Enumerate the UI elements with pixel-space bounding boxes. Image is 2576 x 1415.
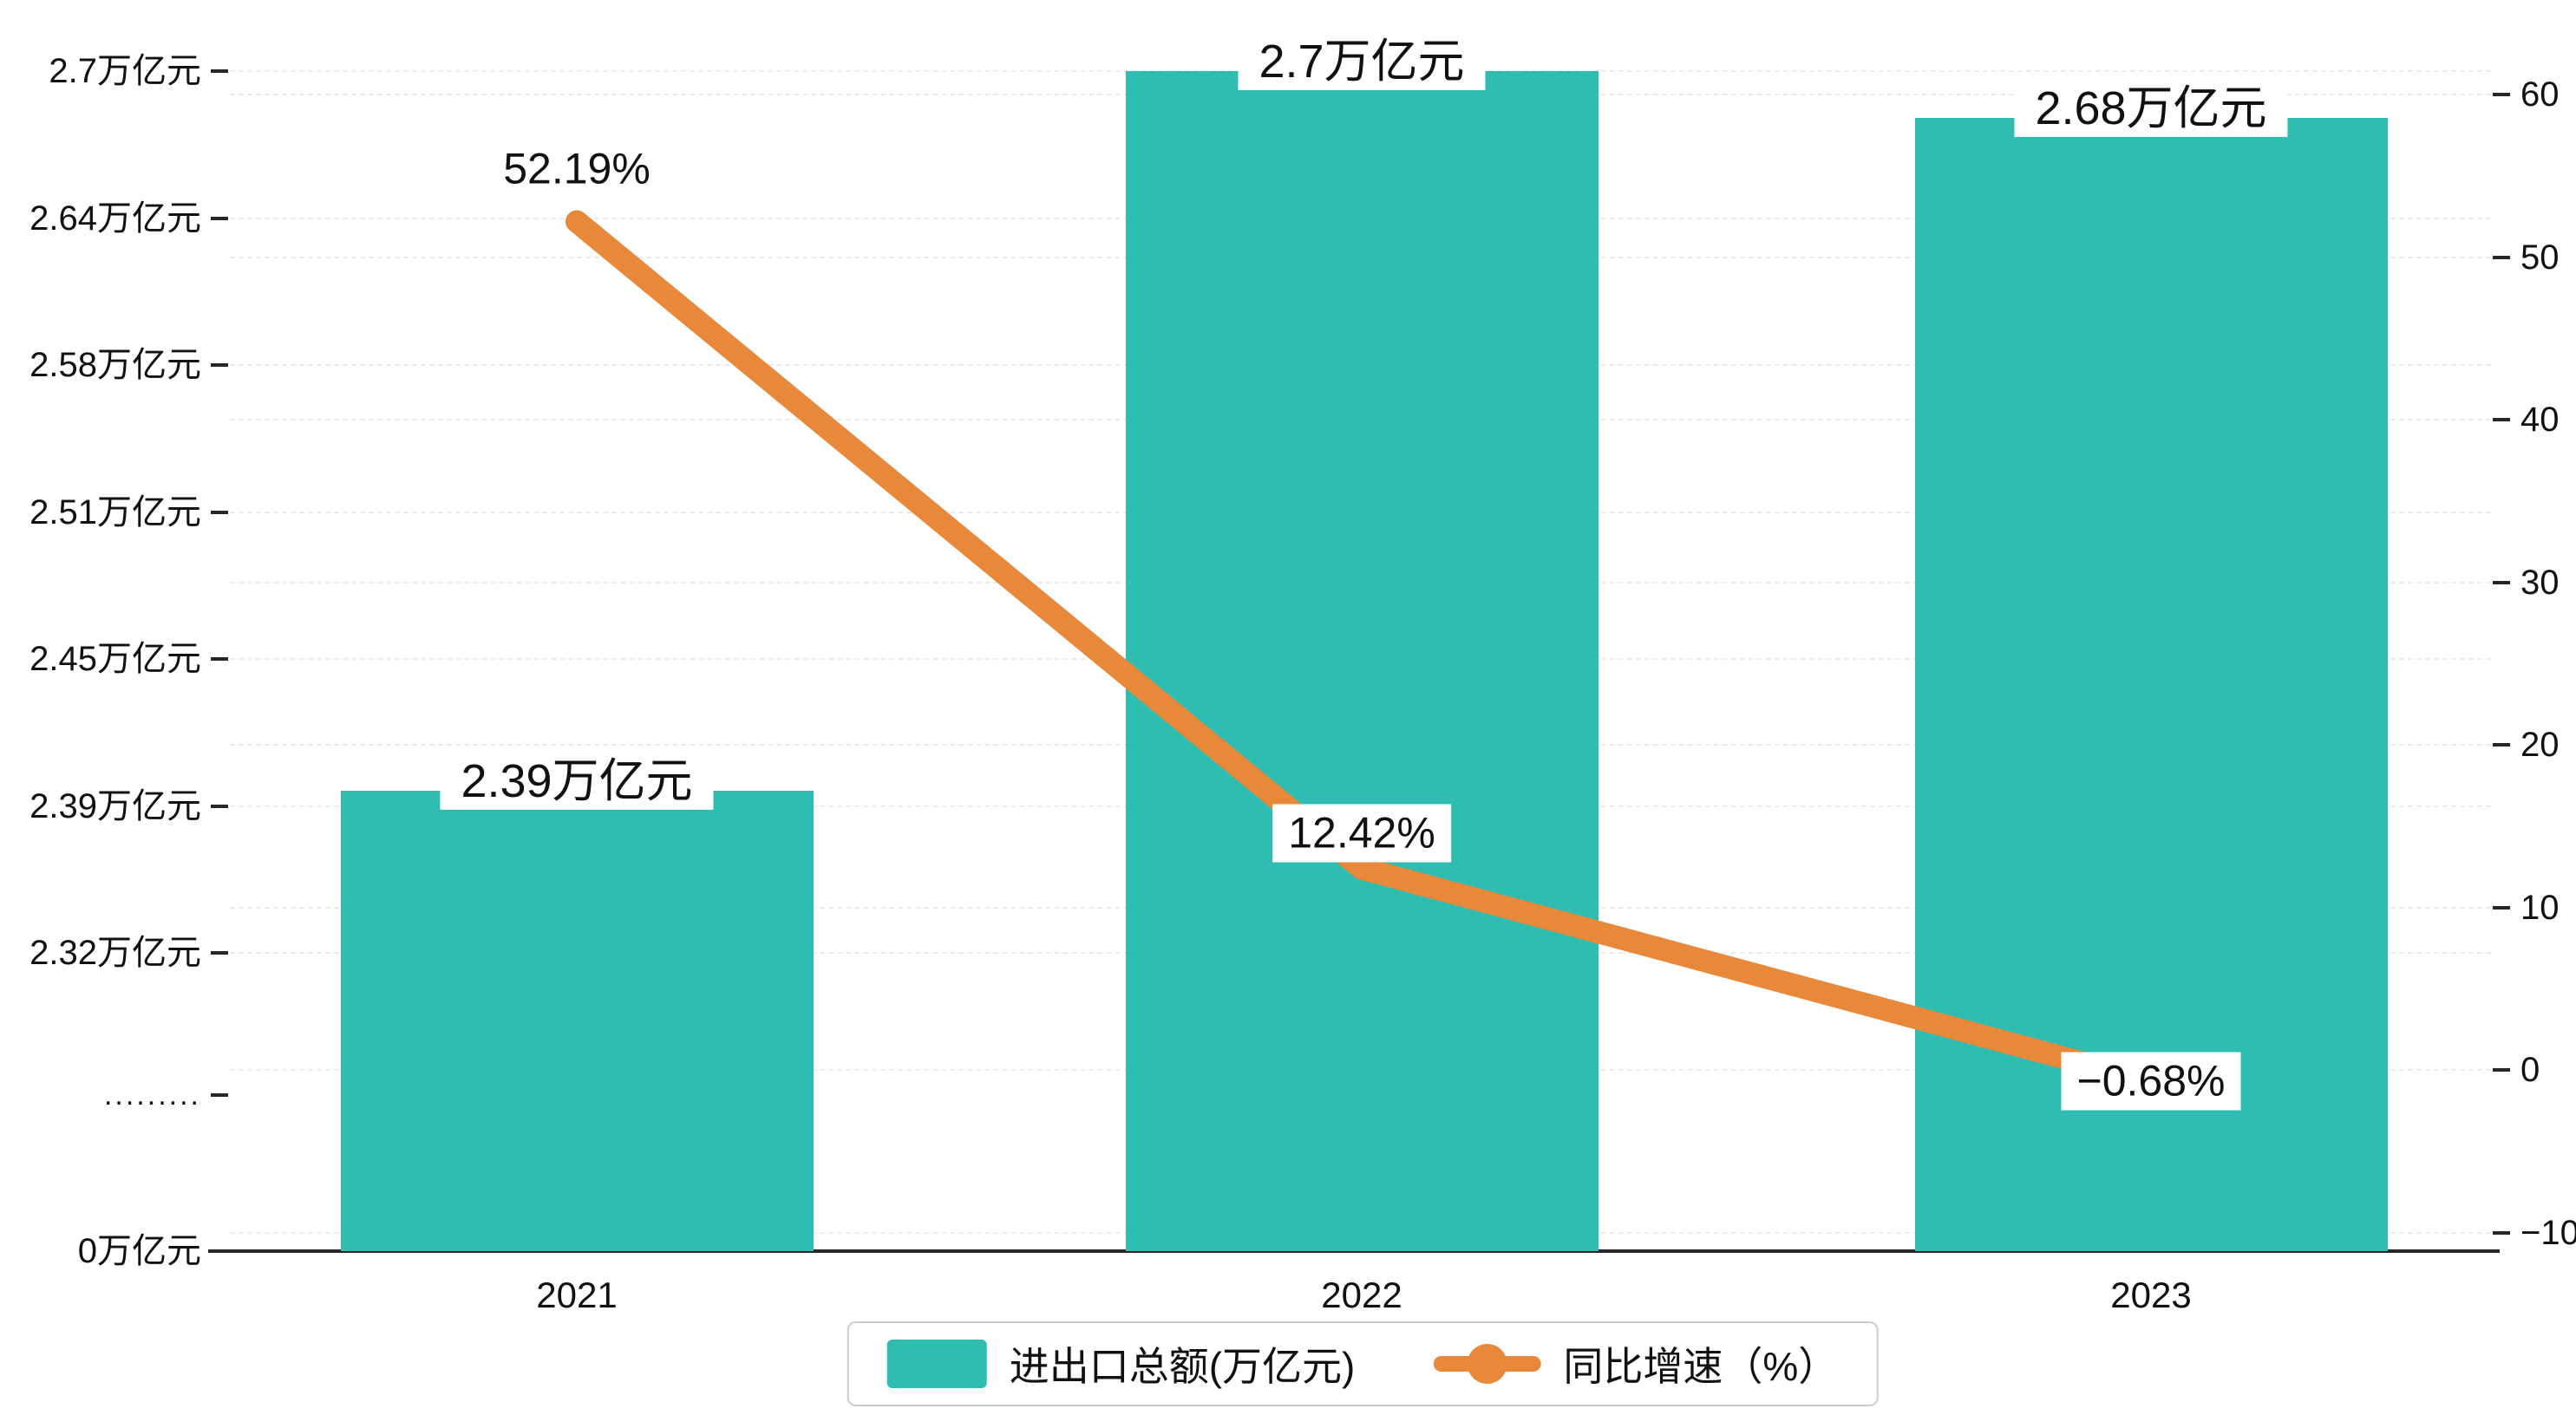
x-axis-label: 2022 [1321, 1275, 1402, 1315]
bar-2022 [1125, 71, 1599, 1251]
line-value-label: 52.19% [487, 140, 666, 199]
y-axis-tick-label: 2.58万亿元 [29, 346, 201, 384]
y-axis-tick [211, 1093, 228, 1097]
y-axis-tick [211, 951, 228, 955]
y-axis-tick [211, 69, 228, 73]
secondary-y-axis-tick-label: 30 [2520, 563, 2560, 602]
y-axis-tick [211, 804, 228, 808]
legend-label-total-trade: 进出口总额(万亿元) [1009, 1344, 1356, 1389]
x-axis-label: 2023 [2110, 1275, 2192, 1315]
secondary-y-axis-tick [2493, 418, 2510, 422]
secondary-y-axis-tick [2493, 905, 2510, 910]
secondary-y-axis-tick-label: 50 [2520, 238, 2560, 277]
y-axis-tick-label: 2.64万亿元 [29, 199, 201, 238]
y-axis-tick-label: 2.51万亿元 [29, 492, 201, 531]
bar-2021 [340, 790, 814, 1251]
y-axis-tick-label: 2.39万亿元 [29, 786, 201, 825]
secondary-y-axis-tick [2493, 93, 2510, 96]
secondary-y-axis-tick-label: 20 [2520, 726, 2560, 765]
secondary-y-axis-tick-label: 40 [2520, 401, 2560, 440]
line-value-label: 12.42% [1272, 804, 1451, 863]
secondary-y-axis-tick [2493, 580, 2510, 584]
bar-value-label: 2.7万亿元 [1238, 32, 1486, 90]
bar-value-label: 2.39万亿元 [440, 752, 714, 810]
legend-line-marker [1433, 1344, 1541, 1384]
y-axis-tick [211, 510, 228, 514]
secondary-y-axis-tick-label: −10 [2520, 1214, 2576, 1252]
y-axis-tick-label: 2.45万亿元 [29, 640, 201, 678]
y-axis-tick-label: 2.7万亿元 [49, 52, 201, 90]
secondary-y-axis-tick-label: 10 [2520, 888, 2560, 927]
x-axis-line [208, 1249, 2500, 1253]
legend-line-dot-icon [1467, 1344, 1507, 1384]
secondary-y-axis-tick [2493, 1068, 2510, 1073]
legend-bar-swatch [886, 1340, 987, 1388]
y-axis-tick [211, 216, 228, 220]
x-axis-label: 2021 [536, 1275, 618, 1315]
secondary-y-axis-tick [2493, 1231, 2510, 1235]
legend-label-growth-rate: 同比增速（%） [1563, 1344, 1839, 1389]
secondary-y-axis-tick [2493, 743, 2510, 747]
secondary-y-axis-tick-label: 60 [2520, 75, 2560, 114]
y-axis-tick [211, 657, 228, 661]
y-axis-tick-label: 2.32万亿元 [29, 934, 201, 972]
y-axis-zero-label: 0万亿元 [77, 1232, 201, 1270]
bar-value-label: 2.68万亿元 [2014, 79, 2288, 137]
legend: 进出口总额(万亿元) 同比增速（%） [847, 1321, 1879, 1406]
secondary-y-axis-tick [2493, 255, 2510, 259]
y-axis-break-label: ......... [103, 1079, 201, 1112]
y-axis-tick [211, 363, 228, 367]
secondary-y-axis-tick-label: 0 [2520, 1051, 2540, 1090]
line-value-label: −0.68% [2061, 1052, 2241, 1111]
